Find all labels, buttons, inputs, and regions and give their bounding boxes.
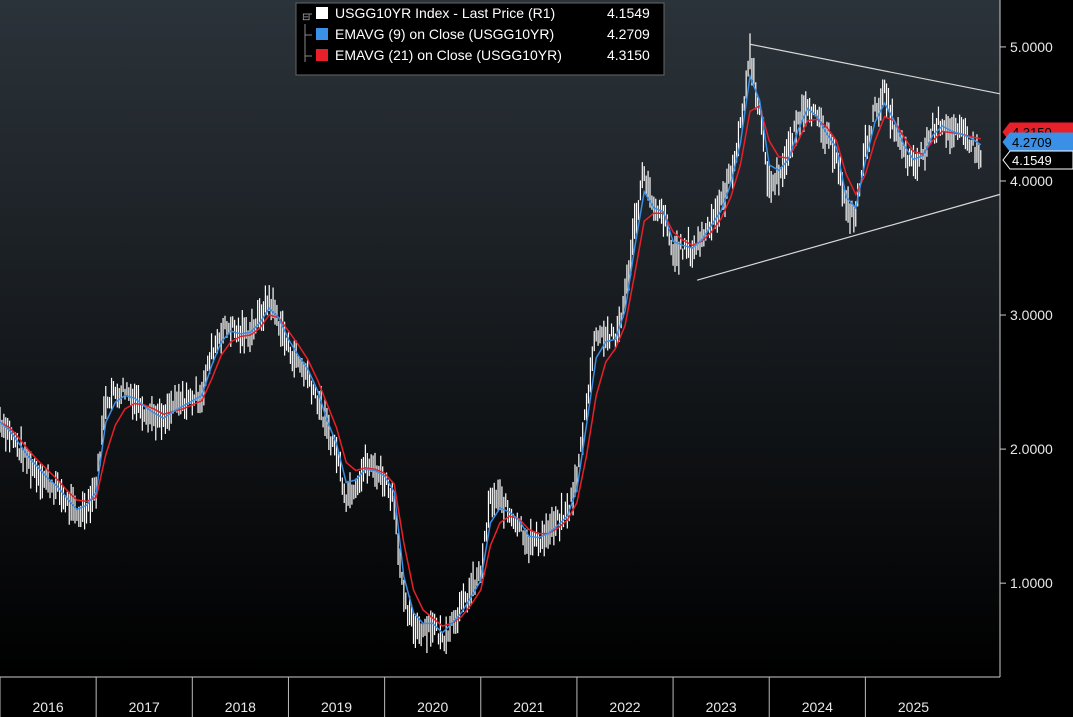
legend-value: 4.2709	[607, 26, 650, 42]
x-tick-label: 2022	[609, 699, 640, 715]
legend-label: EMAVG (21) on Close (USGG10YR)	[335, 47, 562, 63]
legend-label: USGG10YR Index - Last Price (R1)	[335, 5, 555, 21]
legend-value: 4.1549	[607, 5, 650, 21]
y-tick-label: 4.0000	[1010, 173, 1053, 189]
y-tick-label: 5.0000	[1010, 39, 1053, 55]
legend[interactable]: ⊟ USGG10YR Index - Last Price (R1) 4.1549…	[295, 2, 665, 76]
x-tick-label: 2024	[802, 699, 833, 715]
x-tick-label: 2020	[417, 699, 448, 715]
xaxis-background	[0, 677, 1000, 717]
lower-trendline	[696, 193, 1001, 281]
x-tick-label: 2018	[225, 699, 256, 715]
x-tick-label: 2021	[513, 699, 544, 715]
x-tick-label: 2023	[706, 699, 737, 715]
last-value-tag	[1002, 132, 1073, 152]
plot-background	[0, 0, 1000, 677]
legend-box	[295, 2, 665, 76]
x-axis-ticks: 2016 2017 2018 2019 2020 2021 2022 2023 2024 2025	[0, 677, 929, 717]
last-value-label: 4.2709	[1012, 135, 1052, 150]
legend-swatch	[316, 7, 328, 19]
legend-label: EMAVG (9) on Close (USGG10YR)	[335, 26, 554, 42]
ema21-series-line	[0, 104, 981, 627]
x-tick-label: 2025	[898, 699, 929, 715]
legend-swatch	[316, 49, 328, 61]
y-tick-label: 3.0000	[1010, 307, 1053, 323]
legend-value: 4.3150	[607, 47, 650, 63]
x-tick-label: 2019	[321, 699, 352, 715]
trendlines	[696, 43, 1001, 281]
ema9-series-line	[0, 73, 982, 634]
last-value-tag	[1002, 150, 1073, 170]
legend-collapse-icon[interactable]: ⊟	[302, 12, 310, 23]
upper-trendline	[749, 43, 1001, 95]
x-tick-label: 2017	[129, 699, 160, 715]
y-tick-label: 2.0000	[1010, 441, 1053, 457]
y-axis-ticks: 1.0000 2.0000 3.0000 4.0000 5.0000	[1000, 39, 1053, 591]
axis-background	[1000, 0, 1073, 717]
last-value-label: 4.1549	[1012, 153, 1052, 168]
y-tick-label: 1.0000	[1010, 575, 1053, 591]
legend-swatch	[316, 28, 328, 40]
x-tick-label: 2016	[32, 699, 63, 715]
